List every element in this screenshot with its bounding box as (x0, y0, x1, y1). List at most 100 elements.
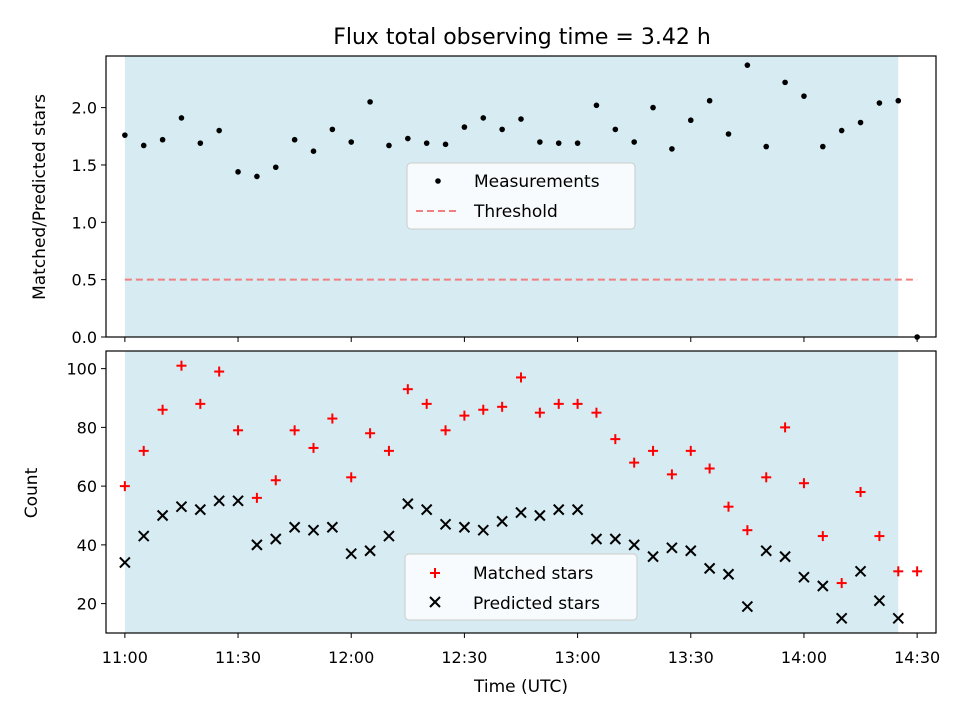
matched-star-point (119, 481, 130, 492)
matched-star-point (685, 445, 696, 456)
measurement-point (461, 124, 468, 130)
top-y-tick-label: 2.0 (72, 99, 97, 118)
matched-star-point (629, 457, 640, 468)
measurement-point (838, 127, 845, 134)
predicted-star-point (666, 542, 678, 554)
bottom-x-tick-label: 12:00 (328, 648, 374, 667)
matched-star-point (383, 445, 394, 456)
top-panel: 0.00.51.01.52.0 Matched/Predicted stars … (30, 55, 937, 347)
measurement-point (763, 143, 770, 150)
bottom-x-tick-label: 13:00 (555, 648, 601, 667)
matched-star-point (742, 525, 753, 536)
matched-star-point (365, 428, 376, 439)
predicted-star-point (553, 503, 565, 516)
x-axis-label: Time (UTC) (473, 677, 568, 697)
predicted-star-point (119, 556, 131, 569)
predicted-star-point (835, 612, 848, 625)
measurement-point (612, 126, 619, 133)
top-legend: Measurements Threshold (406, 162, 636, 230)
predicted-star-point (251, 539, 263, 551)
measurement-point (216, 127, 222, 134)
predicted-star-point (628, 539, 640, 551)
measurement-point (725, 131, 732, 137)
measurement-point (178, 115, 185, 121)
bottom-y-tick-label: 20 (77, 595, 97, 614)
bottom-panel: 20 40 60 80 100 11:00 11:30 12:00 12:30 13:00 13:3… (22, 350, 940, 697)
matched-star-point (157, 404, 168, 415)
bottom-legend-box (404, 553, 638, 621)
bottom-y-tick-label: 80 (77, 418, 97, 437)
bottom-y-tick-label: 60 (77, 477, 97, 496)
predicted-star-point (420, 503, 433, 516)
measurement-point (895, 97, 902, 104)
matched-star-point (836, 578, 847, 589)
predicted-star-point (307, 524, 320, 536)
matched-star-point (270, 475, 281, 486)
measurement-point (518, 116, 524, 122)
predicted-star-point (722, 568, 735, 580)
predicted-star-point (741, 600, 754, 613)
matched-star-point (478, 404, 489, 415)
legend-threshold-label: Threshold (473, 202, 558, 222)
chart-title: Flux total observing time = 3.42 h (333, 25, 711, 50)
predicted-star-point (685, 545, 697, 557)
matched-star-point (402, 384, 413, 395)
measurement-point (480, 115, 487, 121)
predicted-star-point (892, 612, 904, 625)
measurement-point (650, 104, 656, 111)
predicted-star-point (779, 550, 791, 563)
matched-star-point (534, 407, 545, 418)
predicted-star-point (138, 530, 150, 542)
matched-star-point (572, 398, 583, 409)
bottom-legend: Matched stars Predicted stars (404, 553, 638, 621)
matched-star-point (516, 372, 526, 383)
bottom-x-tick-label: 14:00 (781, 648, 827, 667)
matched-star-point (459, 410, 470, 421)
bottom-x-tick-label: 11:00 (102, 648, 148, 667)
bottom-x-tick-label: 14:30 (894, 648, 940, 667)
predicted-star-point (383, 530, 395, 542)
matched-star-point (817, 531, 828, 542)
predicted-star-point (156, 509, 169, 522)
measurement-point (405, 135, 411, 142)
measurement-point (235, 169, 241, 175)
predicted-star-point (515, 506, 527, 519)
predicted-star-point (854, 565, 867, 578)
predicted-star-point (760, 545, 772, 557)
measurement-point (857, 119, 864, 126)
matched-star-point (874, 531, 885, 542)
measurement-point (367, 99, 373, 105)
predicted-star-point (873, 594, 886, 607)
predicted-star-point (288, 521, 301, 533)
predicted-star-point (364, 545, 376, 557)
measurement-point (593, 102, 600, 109)
measurement-point (706, 97, 713, 104)
matched-star-point (666, 469, 677, 480)
measurement-point (442, 141, 449, 148)
measurement-point (140, 142, 147, 149)
measurement-point (820, 143, 826, 150)
legend-measurements-label: Measurements (474, 172, 600, 192)
measurement-point (669, 146, 675, 152)
matched-star-point (233, 425, 244, 436)
legend-matched-label: Matched stars (473, 564, 593, 584)
matched-star-point (610, 434, 621, 445)
matched-star-point (195, 398, 206, 409)
predicted-star-point (496, 515, 508, 528)
matched-star-point (176, 360, 187, 371)
legend-predicted-label: Predicted stars (473, 594, 600, 614)
measurement-point (782, 79, 788, 86)
measurement-point (254, 173, 260, 180)
matched-star-point (327, 413, 338, 424)
predicted-star-point (817, 580, 829, 592)
bottom-y-tick-label: 40 (77, 536, 97, 555)
legend-matched-marker (430, 568, 440, 578)
matched-star-point (308, 442, 319, 453)
predicted-star-point (590, 533, 603, 545)
predicted-star-point (194, 503, 207, 516)
measurement-point (876, 100, 883, 106)
predicted-star-point (345, 547, 357, 560)
matched-star-point (138, 445, 149, 456)
matched-star-point (761, 472, 772, 483)
